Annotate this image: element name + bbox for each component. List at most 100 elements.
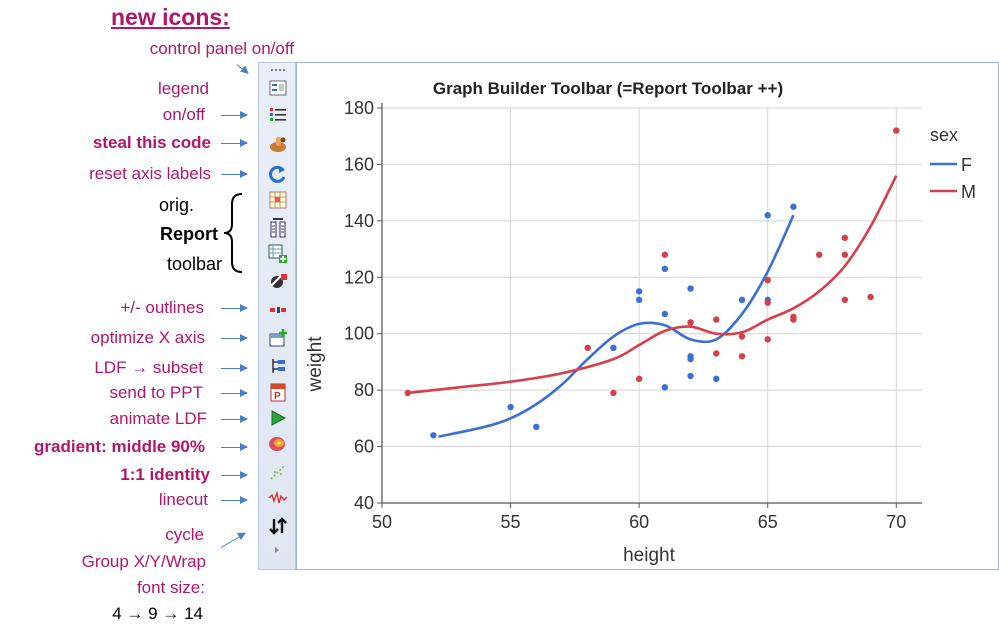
columns-icon[interactable] bbox=[267, 217, 289, 239]
animate-ldf-label: animate LDF bbox=[109, 409, 207, 428]
data-point-f bbox=[507, 403, 514, 411]
reset-axis-arrow bbox=[221, 170, 248, 178]
y-tick-label: 80 bbox=[354, 380, 374, 400]
data-point-m bbox=[738, 333, 746, 340]
data-point-f bbox=[533, 423, 540, 431]
x-axis-label: height bbox=[623, 545, 675, 566]
data-point-f bbox=[610, 344, 617, 352]
optimize-axis-icon[interactable] bbox=[267, 327, 289, 349]
more-icon[interactable] bbox=[267, 63, 289, 77]
data-point-m bbox=[764, 336, 771, 343]
font-sizes-label: 4 → 9 → 14 bbox=[112, 604, 203, 623]
data-point-m bbox=[815, 251, 823, 258]
report-grid-icon[interactable] bbox=[267, 189, 289, 211]
data-point-m bbox=[584, 344, 591, 352]
steal-code-label: steal this code bbox=[92, 133, 211, 152]
data-point-m bbox=[713, 316, 720, 323]
data-point-m bbox=[841, 251, 849, 258]
data-point-f bbox=[687, 372, 694, 380]
optimize-x-label: optimize X axis bbox=[90, 328, 205, 347]
legend-label: legend bbox=[157, 79, 209, 98]
graph-builder-toolbar: P bbox=[258, 62, 296, 570]
y-tick-label: 160 bbox=[344, 154, 374, 174]
legend-onoff-label: on/off bbox=[162, 105, 205, 124]
control-panel-icon[interactable] bbox=[267, 77, 289, 99]
data-point-m bbox=[790, 313, 797, 320]
data-point-f bbox=[764, 212, 771, 219]
y-tick-label: 180 bbox=[344, 98, 374, 118]
data-point-f bbox=[635, 288, 643, 295]
outlines-icon[interactable] bbox=[267, 299, 289, 321]
x-tick-label: 60 bbox=[629, 512, 649, 532]
data-point-m bbox=[404, 389, 411, 397]
legend-icon[interactable] bbox=[267, 103, 289, 125]
gradient-label: gradient: middle 90% bbox=[34, 437, 205, 456]
chart-title: Graph Builder Toolbar (=Report Toolbar +… bbox=[433, 79, 783, 98]
data-point-m bbox=[687, 319, 694, 326]
expand-icon[interactable] bbox=[267, 543, 289, 557]
y-tick-label: 120 bbox=[344, 267, 374, 287]
reset-axis-icon[interactable] bbox=[267, 163, 289, 185]
reset-axis-label: reset axis labels bbox=[89, 164, 211, 183]
data-point-f bbox=[635, 296, 643, 304]
y-tick-label: 40 bbox=[354, 493, 374, 513]
x-tick-label: 65 bbox=[758, 512, 778, 532]
control-panel-arrow bbox=[236, 64, 249, 74]
play-icon[interactable] bbox=[267, 407, 289, 429]
group-xy-label: Group X/Y/Wrap bbox=[81, 552, 206, 571]
data-point-m bbox=[713, 350, 720, 357]
ldf-subset-arrow bbox=[221, 364, 248, 372]
ppt-icon[interactable]: P bbox=[267, 381, 289, 403]
x-tick-label: 50 bbox=[372, 512, 392, 532]
subset-icon[interactable] bbox=[267, 355, 289, 377]
data-point-m bbox=[841, 234, 849, 241]
cycle-label: cycle bbox=[165, 525, 204, 544]
cursor-icon[interactable] bbox=[267, 271, 289, 293]
linecut-icon[interactable] bbox=[267, 487, 289, 509]
add-table-icon[interactable] bbox=[267, 243, 289, 265]
identity-icon[interactable] bbox=[267, 461, 289, 483]
send-ppt-arrow bbox=[221, 389, 248, 397]
data-point-m bbox=[841, 296, 849, 304]
legend-label-m: M bbox=[961, 182, 976, 202]
legend-arrow bbox=[221, 111, 248, 119]
cycle-icon[interactable] bbox=[267, 515, 289, 537]
send-ppt-label: send to PPT bbox=[109, 383, 203, 402]
data-point-m bbox=[661, 251, 669, 258]
gradient-arrow bbox=[221, 443, 248, 451]
control-panel-label: control panel on/off bbox=[149, 39, 294, 58]
plot-area bbox=[382, 108, 922, 503]
steal-code-icon[interactable] bbox=[267, 133, 289, 155]
cycle-arrow bbox=[220, 533, 246, 548]
data-point-m bbox=[764, 276, 771, 284]
font-size-label: font size: bbox=[136, 578, 205, 597]
steal-code-arrow bbox=[221, 139, 248, 147]
graph-builder-chart: Graph Builder Toolbar (=Report Toolbar +… bbox=[296, 62, 999, 570]
ldf-subset-label: LDF → subset bbox=[94, 358, 203, 377]
data-point-f bbox=[738, 296, 746, 304]
smoother-line-f bbox=[438, 214, 795, 438]
data-point-f bbox=[790, 203, 797, 210]
x-tick-label: 70 bbox=[886, 512, 906, 532]
svg-text:P: P bbox=[274, 391, 281, 402]
gradient-icon[interactable] bbox=[267, 433, 289, 455]
outlines-arrow bbox=[221, 304, 248, 312]
report-label: Report bbox=[160, 224, 218, 244]
data-point-m bbox=[635, 375, 643, 383]
data-point-m bbox=[867, 293, 874, 301]
data-point-f bbox=[661, 384, 669, 391]
data-point-f bbox=[661, 310, 669, 318]
data-point-f bbox=[713, 375, 720, 383]
y-axis-label: weight bbox=[305, 336, 326, 393]
linecut-arrow bbox=[221, 496, 248, 504]
page-heading: new icons: bbox=[111, 4, 230, 30]
data-point-m bbox=[893, 127, 900, 134]
data-point-f bbox=[687, 285, 694, 292]
legend-title: sex bbox=[930, 125, 958, 145]
legend-label-f: F bbox=[961, 155, 972, 175]
linecut-label: linecut bbox=[158, 490, 208, 509]
data-point-f bbox=[687, 353, 694, 360]
animate-ldf-arrow bbox=[221, 415, 248, 423]
optimize-x-arrow bbox=[221, 334, 248, 342]
y-tick-label: 60 bbox=[354, 437, 374, 457]
